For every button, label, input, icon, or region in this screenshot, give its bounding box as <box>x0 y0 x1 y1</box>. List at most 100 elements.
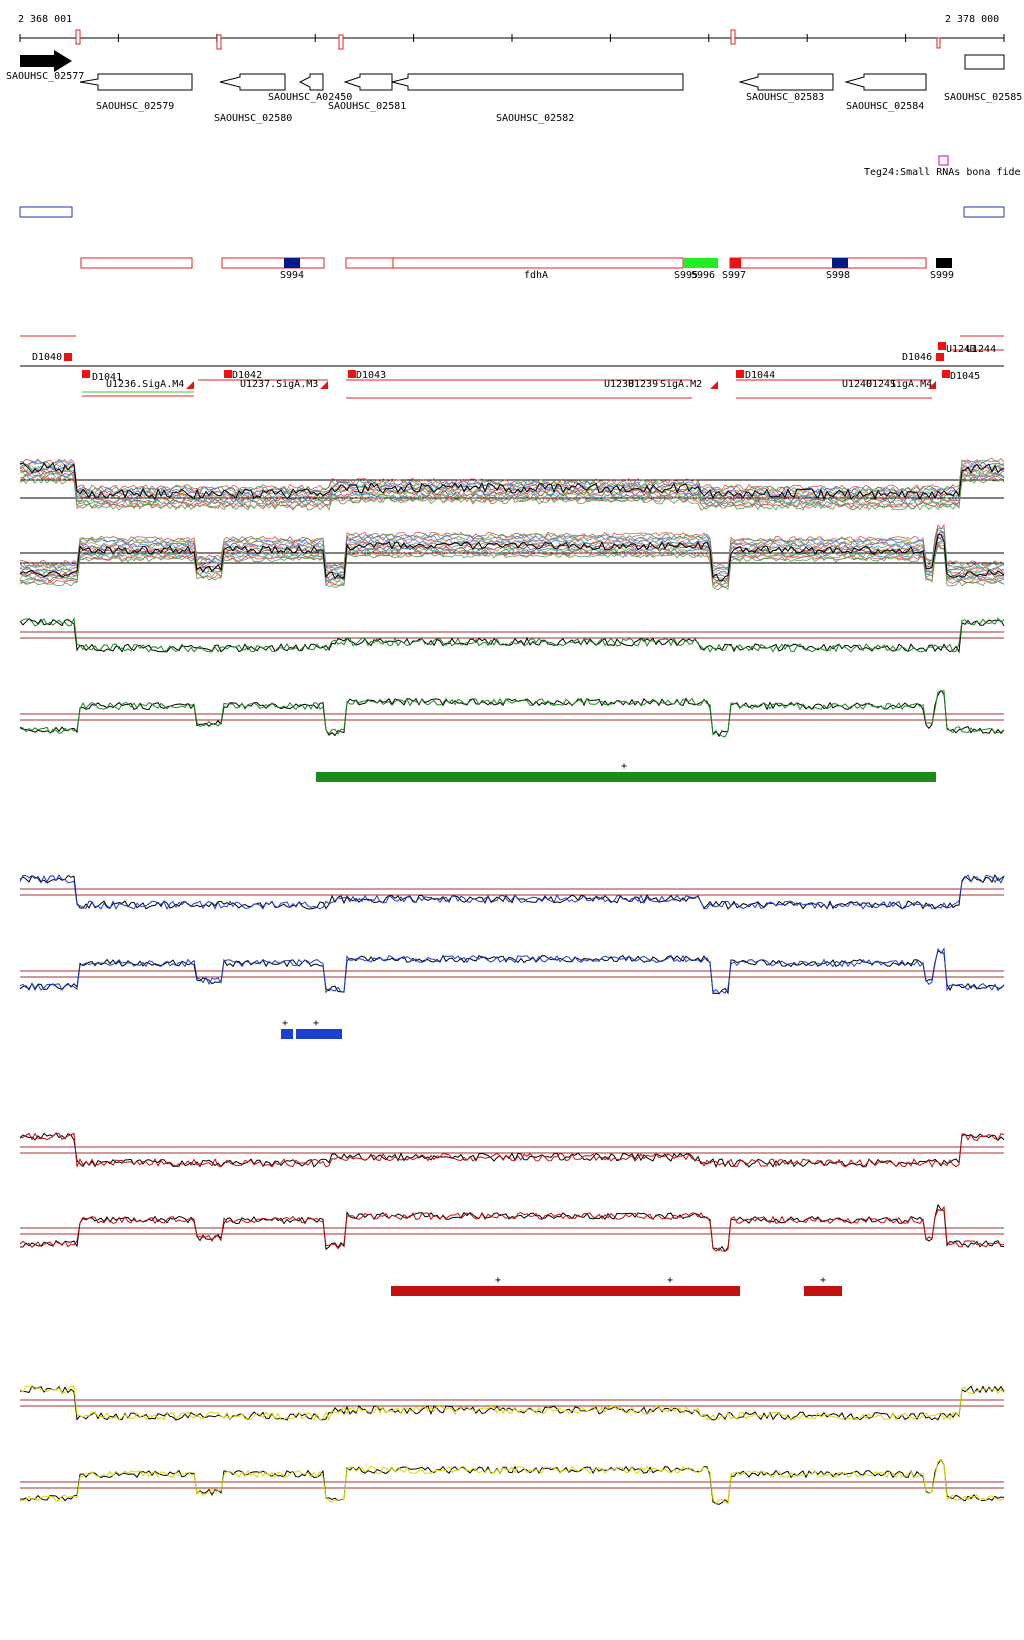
gene-label[interactable]: SAOUHSC_02580 <box>214 113 292 124</box>
red-region-bar[interactable] <box>391 1286 740 1296</box>
condition-profile-top <box>19 462 1005 496</box>
small-rna-track: Teg24:Small RNAs bona fide <box>864 155 1021 178</box>
condition-profile-bottom <box>19 544 1005 591</box>
blue-region-bar[interactable] <box>296 1029 342 1039</box>
segment-label: S996 <box>691 270 715 281</box>
track-profile-top-black <box>19 873 1005 910</box>
tu-label[interactable]: D1044 <box>745 370 775 381</box>
segment-label: S998 <box>826 270 850 281</box>
annotation-boxes <box>19 206 1005 218</box>
condition-profile-bottom <box>19 535 1005 578</box>
tu-label[interactable]: D1041 <box>92 372 122 383</box>
reference-profile-bottom <box>19 534 1005 582</box>
tu-label[interactable]: SigA.M2 <box>660 379 702 390</box>
gene-arrow-SAOUHSC_02580[interactable] <box>219 73 286 91</box>
segment-S994[interactable] <box>284 258 300 268</box>
segment-label: S999 <box>930 270 954 281</box>
track-profile-top-black <box>19 618 1005 654</box>
tu-label[interactable]: U1237.SigA.M3 <box>240 379 318 390</box>
tu-label[interactable]: D1045 <box>950 371 980 382</box>
segment-S999[interactable] <box>936 258 952 268</box>
condition-profile-bottom <box>19 527 1005 572</box>
tu-label[interactable]: D1043 <box>356 370 386 381</box>
segment-S998[interactable] <box>832 258 848 268</box>
ruler-ticks <box>19 34 1005 42</box>
segment-label: S994 <box>280 270 304 281</box>
track-profile-top <box>19 1385 1005 1422</box>
gene-label[interactable]: SAOUHSC_A02450 <box>268 92 352 103</box>
region-bars: + + + + + + <box>281 761 936 1296</box>
annotation-box-right[interactable] <box>963 206 1005 218</box>
green-region-marker: + <box>621 761 627 772</box>
gene-arrow-SAOUHSC_02581[interactable] <box>343 73 393 91</box>
tu-label[interactable]: U1244 <box>966 344 996 355</box>
condition-profile-top <box>19 465 1005 499</box>
gene-arrow-SAOUHSC_02579[interactable] <box>79 73 193 91</box>
gene-arrow-SAOUHSC_A02450[interactable] <box>298 73 324 91</box>
track-profile-bottom <box>19 1460 1005 1505</box>
track-profile-bottom-black <box>19 950 1005 995</box>
gene-arrow-SAOUHSC_02582[interactable] <box>391 73 684 91</box>
segment-S997[interactable] <box>730 258 741 268</box>
tu-label[interactable]: D1040 <box>32 352 62 363</box>
tu-label[interactable]: U1243 <box>946 344 976 355</box>
tu-label[interactable]: D1042 <box>232 370 262 381</box>
gene-label[interactable]: SAOUHSC_02582 <box>496 113 574 124</box>
condition-profile-top <box>19 477 1005 511</box>
track-profile-bottom-black <box>19 689 1005 738</box>
end-coordinate: 2 378 000 <box>945 14 999 25</box>
small-rna-box[interactable] <box>938 155 949 166</box>
tu-label[interactable]: U1239 <box>628 379 658 390</box>
tu-label[interactable]: U1241 <box>866 379 896 390</box>
gene-label[interactable]: SAOUHSC_02577 <box>6 71 84 82</box>
gene-label[interactable]: SAOUHSC_02583 <box>746 92 824 103</box>
coordinate-ruler: 2 368 001 2 378 000 <box>18 14 1005 50</box>
segment-label: S997 <box>722 270 746 281</box>
reference-profile-top <box>19 462 1005 501</box>
track-profile-bottom-black <box>19 1203 1005 1253</box>
start-coordinate: 2 368 001 <box>18 14 72 25</box>
expression-profiles <box>19 457 1005 1505</box>
tu-label[interactable]: D1046 <box>902 352 932 363</box>
green-region-bar[interactable] <box>316 772 936 782</box>
condition-profile-bottom <box>19 531 1005 574</box>
gene-arrow-SAOUHSC_02583[interactable] <box>738 73 834 91</box>
track-profile-bottom-black <box>20 1459 1005 1505</box>
condition-profile-top <box>19 461 1005 495</box>
gene-track: SAOUHSC_02577 SAOUHSC_02579 SAOUHSC_0258… <box>6 50 1022 124</box>
red-region-bar[interactable] <box>804 1286 842 1296</box>
track-profile-bottom <box>19 690 1005 738</box>
gene-arrow-SAOUHSC_02585[interactable] <box>964 54 1005 70</box>
track-profile-top <box>19 874 1005 911</box>
small-rna-label: Teg24:Small RNAs bona fide <box>864 167 1021 178</box>
transcription-unit-track: D1040 D1041 U1236.SigA.M4 D1042 U1237.Si… <box>20 335 1004 399</box>
track-profile-bottom <box>19 1205 1005 1252</box>
gene-label[interactable]: SAOUHSC_02585 <box>944 92 1022 103</box>
condition-profile-bottom <box>19 539 1005 586</box>
segment-label: S995 <box>674 270 698 281</box>
tu-label[interactable]: U1236.SigA.M4 <box>106 379 184 390</box>
track-profile-bottom <box>19 947 1005 995</box>
tu-label[interactable]: SigA.M4 <box>890 379 932 390</box>
gene-label[interactable]: SAOUHSC_02581 <box>328 101 406 112</box>
tu-label[interactable]: U1238 <box>604 379 634 390</box>
blue-region-marker: + <box>282 1018 288 1029</box>
condition-profile-top <box>19 457 1005 492</box>
gene-label[interactable]: SAOUHSC_02584 <box>846 101 924 112</box>
red-region-marker: + <box>820 1275 826 1286</box>
ruler-feature-marks <box>75 29 941 50</box>
condition-profile-top <box>19 466 1005 501</box>
condition-profile-top <box>19 476 1005 510</box>
condition-profile-bottom <box>19 529 1005 572</box>
red-region-marker: + <box>667 1275 673 1286</box>
segment-S995-S996[interactable] <box>683 258 718 268</box>
gene-arrow-SAOUHSC_02577[interactable] <box>20 50 72 72</box>
blue-region-bar[interactable] <box>281 1029 293 1039</box>
track-profile-top-black <box>19 1385 1005 1421</box>
gene-label[interactable]: SAOUHSC_02579 <box>96 101 174 112</box>
annotation-box-left[interactable] <box>19 206 73 218</box>
red-region-marker: + <box>495 1275 501 1286</box>
tu-label[interactable]: U1240 <box>842 379 872 390</box>
track-profile-top <box>19 616 1005 653</box>
gene-arrow-SAOUHSC_02584[interactable] <box>844 73 927 91</box>
